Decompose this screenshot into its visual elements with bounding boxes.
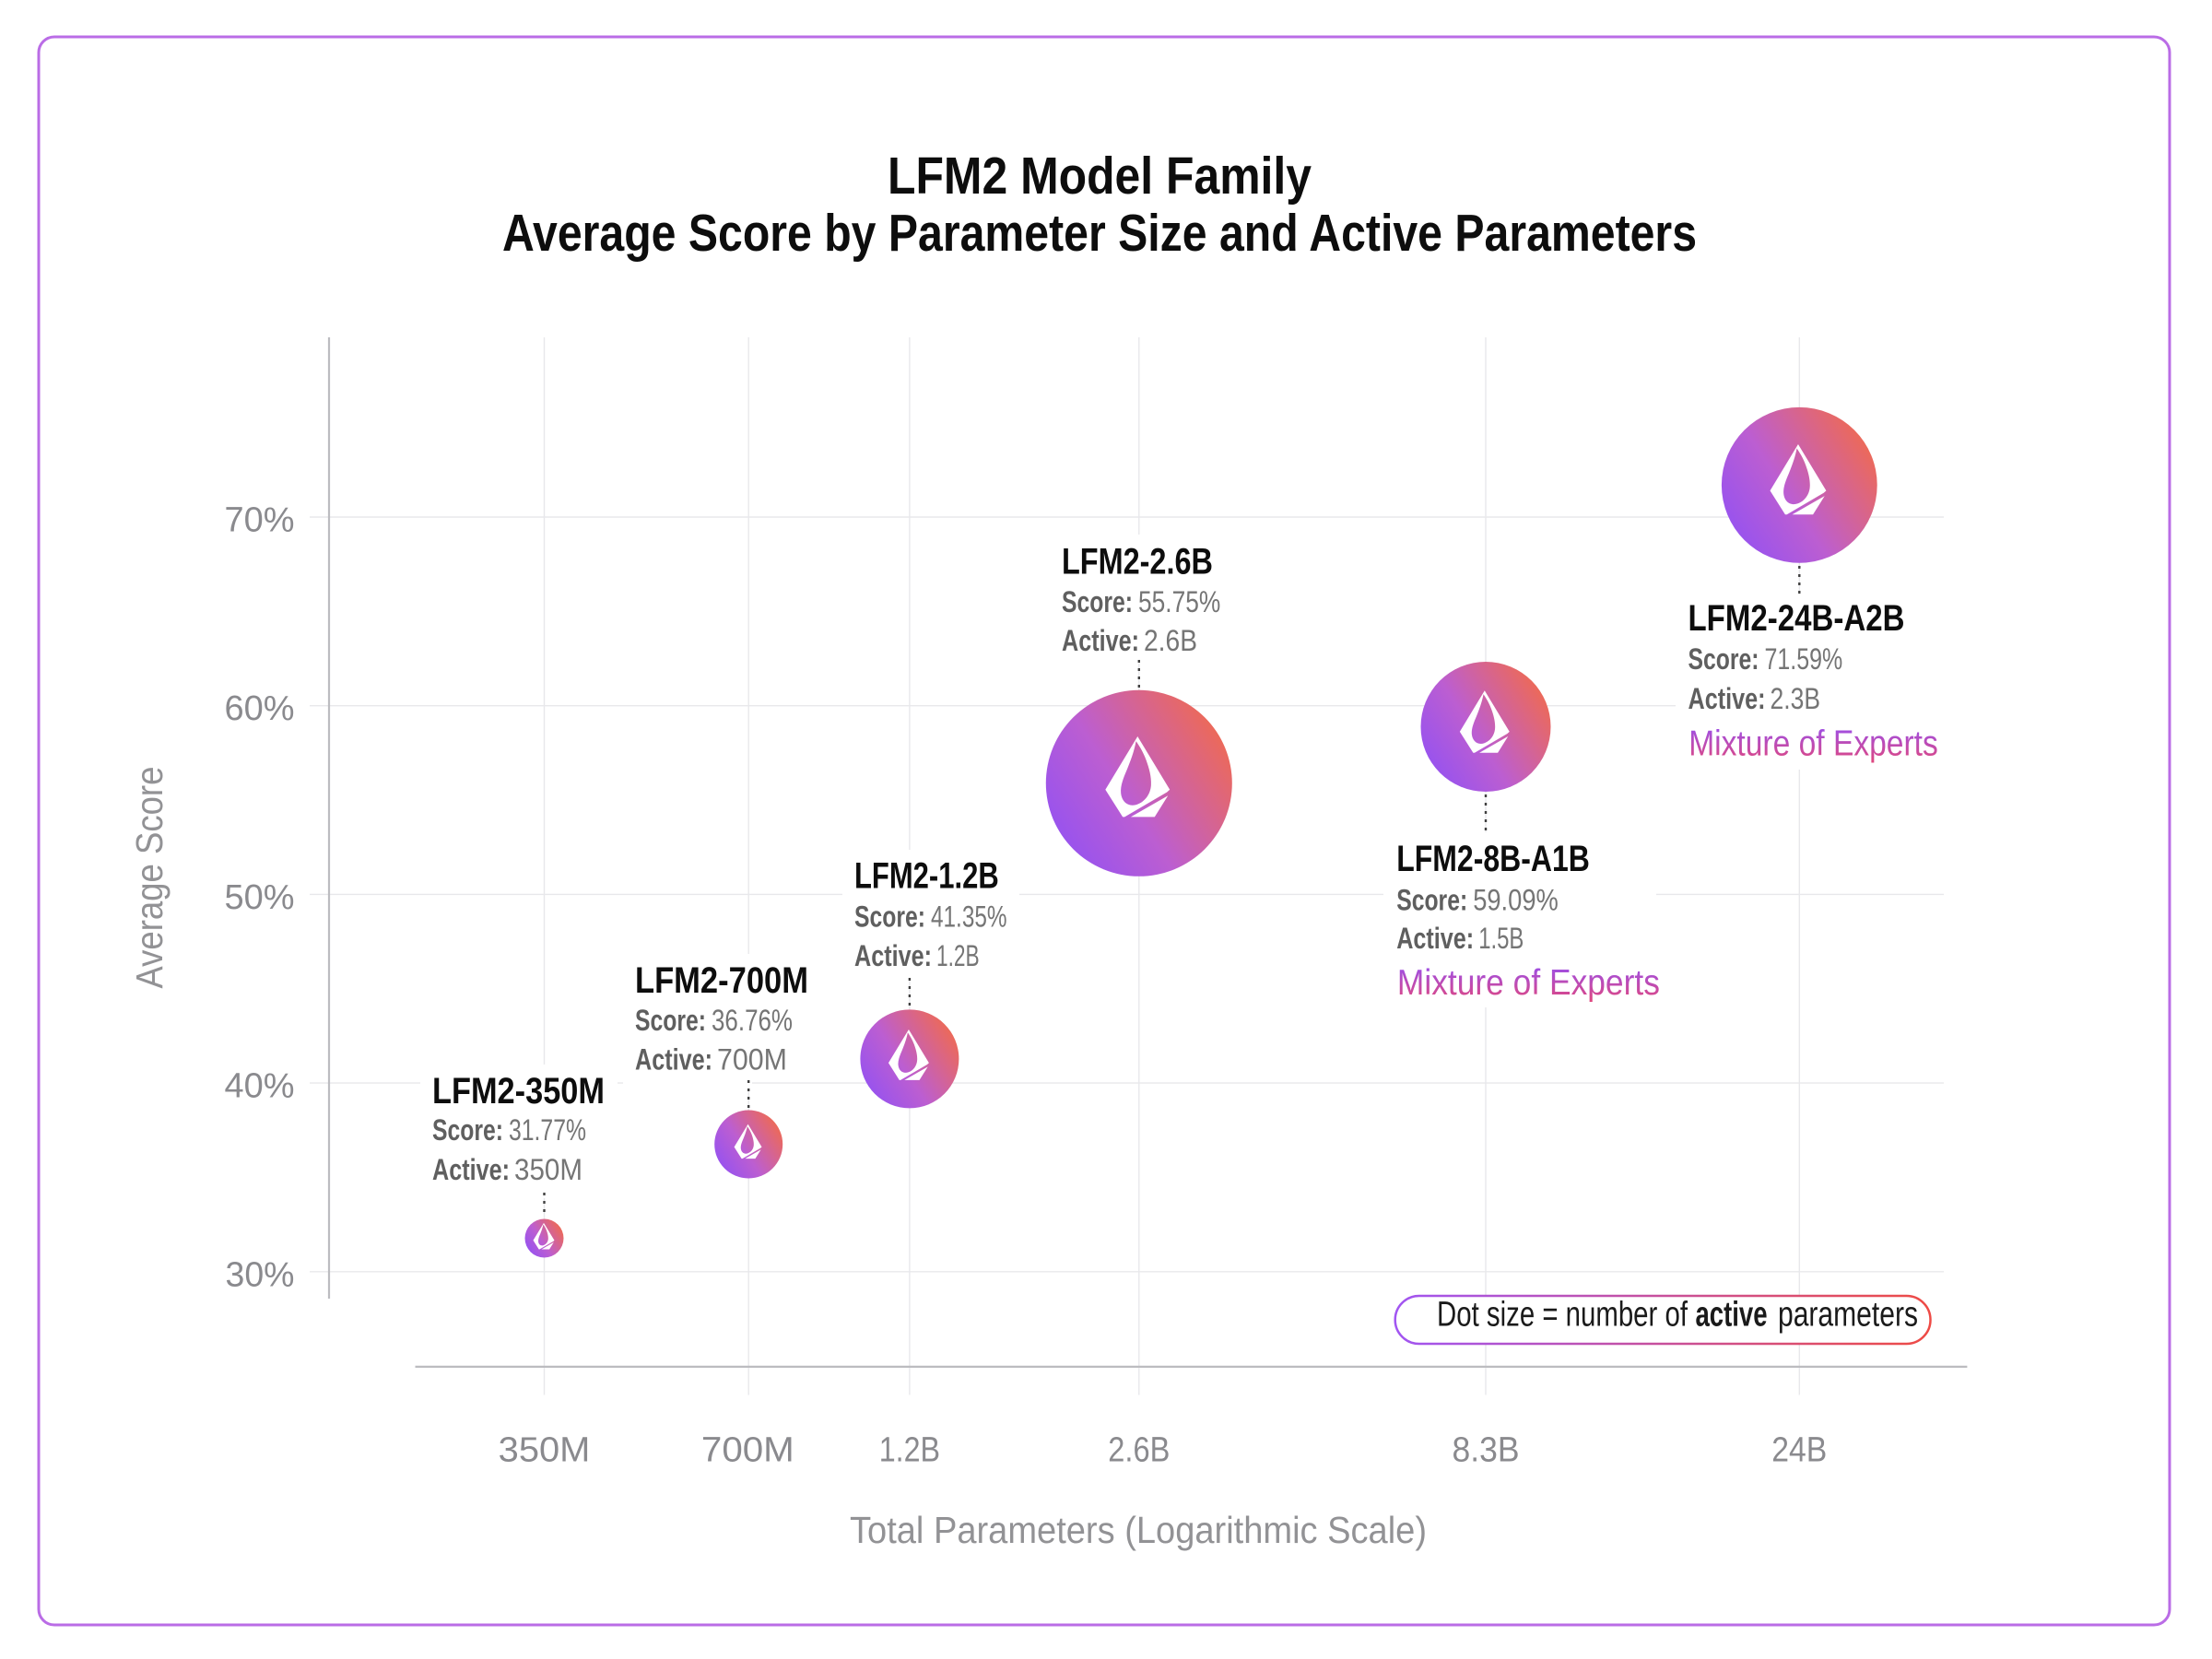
svg-text:active: active — [1696, 1296, 1768, 1335]
svg-text:1.2B: 1.2B — [936, 939, 980, 972]
svg-text:24B: 24B — [1771, 1430, 1827, 1469]
svg-text:1.2B: 1.2B — [879, 1430, 940, 1469]
svg-text:350M: 350M — [499, 1430, 591, 1469]
svg-text:31.77%: 31.77% — [509, 1113, 586, 1147]
svg-text:8.3B: 8.3B — [1453, 1430, 1520, 1469]
svg-text:36.76%: 36.76% — [712, 1004, 793, 1037]
svg-text:Active:: Active: — [635, 1043, 712, 1077]
svg-text:LFM2-8B-A1B: LFM2-8B-A1B — [1396, 839, 1590, 879]
svg-text:2.6B: 2.6B — [1108, 1430, 1170, 1469]
svg-text:2.6B: 2.6B — [1144, 624, 1197, 657]
svg-text:parameters: parameters — [1778, 1296, 1918, 1335]
svg-text:Active:: Active: — [854, 939, 932, 972]
svg-text:Mixture of Experts: Mixture of Experts — [1688, 724, 1938, 764]
svg-text:Active:: Active: — [1688, 682, 1766, 715]
svg-text:700M: 700M — [701, 1430, 794, 1469]
svg-text:LFM2-350M: LFM2-350M — [432, 1071, 605, 1112]
svg-text:LFM2-1.2B: LFM2-1.2B — [854, 856, 999, 897]
svg-text:700M: 700M — [717, 1043, 787, 1077]
svg-text:Average Score by Parameter Siz: Average Score by Parameter Size and Acti… — [502, 204, 1697, 263]
svg-text:Total Parameters (Logarithmic: Total Parameters (Logarithmic Scale) — [850, 1509, 1427, 1551]
svg-text:41.35%: 41.35% — [931, 900, 1007, 934]
svg-text:Score:: Score: — [432, 1113, 503, 1147]
svg-text:Mixture of Experts: Mixture of Experts — [1397, 963, 1660, 1003]
svg-text:Dot size = number of: Dot size = number of — [1437, 1296, 1688, 1335]
svg-text:Active:: Active: — [1396, 922, 1474, 955]
svg-text:LFM2 Model Family: LFM2 Model Family — [888, 147, 1312, 206]
svg-text:LFM2-2.6B: LFM2-2.6B — [1062, 541, 1213, 582]
svg-text:1.5B: 1.5B — [1478, 922, 1524, 955]
svg-text:40%: 40% — [225, 1067, 295, 1106]
svg-text:LFM2-700M: LFM2-700M — [635, 960, 808, 1001]
svg-text:70%: 70% — [225, 501, 295, 540]
svg-text:30%: 30% — [226, 1255, 295, 1294]
svg-text:Score:: Score: — [854, 900, 925, 934]
svg-text:2.3B: 2.3B — [1771, 682, 1821, 715]
svg-text:71.59%: 71.59% — [1765, 642, 1843, 676]
svg-text:50%: 50% — [225, 878, 295, 917]
svg-text:LFM2-24B-A2B: LFM2-24B-A2B — [1688, 598, 1905, 639]
svg-text:Score:: Score: — [1688, 642, 1759, 676]
svg-text:350M: 350M — [514, 1153, 582, 1186]
svg-text:59.09%: 59.09% — [1473, 884, 1559, 917]
svg-text:Average Score: Average Score — [128, 767, 171, 989]
svg-text:Active:: Active: — [432, 1153, 510, 1186]
svg-text:Score:: Score: — [1396, 884, 1467, 917]
svg-text:55.75%: 55.75% — [1138, 585, 1220, 618]
svg-text:Score:: Score: — [635, 1004, 706, 1037]
svg-text:60%: 60% — [225, 689, 295, 728]
svg-text:Score:: Score: — [1062, 585, 1133, 618]
svg-text:Active:: Active: — [1062, 624, 1139, 657]
